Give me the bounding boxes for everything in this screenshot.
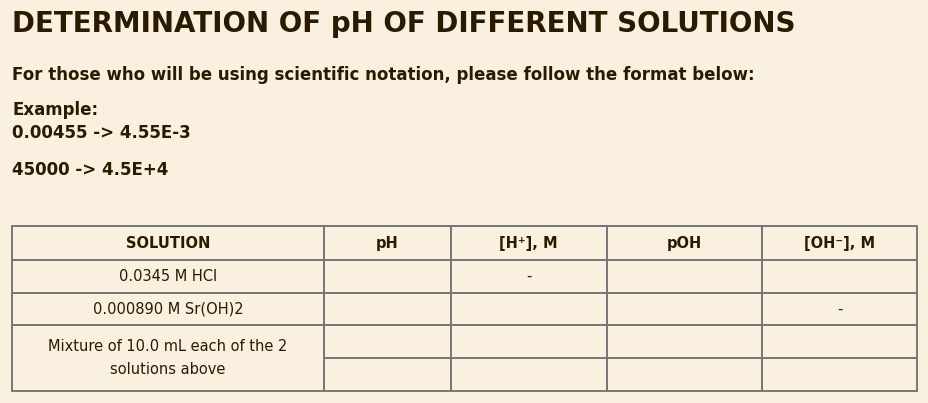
Text: Mixture of 10.0 mL each of the 2: Mixture of 10.0 mL each of the 2 <box>48 339 288 354</box>
Text: 0.0345 M HCl: 0.0345 M HCl <box>119 269 217 284</box>
Text: [H⁺], M: [H⁺], M <box>499 235 558 251</box>
Text: solutions above: solutions above <box>110 362 226 378</box>
Text: 45000 -> 4.5E+4: 45000 -> 4.5E+4 <box>12 161 168 179</box>
Text: 0.00455 -> 4.55E-3: 0.00455 -> 4.55E-3 <box>12 124 190 142</box>
Text: -: - <box>836 302 842 317</box>
Text: pH: pH <box>376 235 398 251</box>
Text: Example:: Example: <box>12 101 98 119</box>
Text: SOLUTION: SOLUTION <box>126 235 210 251</box>
Text: 0.000890 M Sr(OH)2: 0.000890 M Sr(OH)2 <box>93 302 243 317</box>
Text: DETERMINATION OF pH OF DIFFERENT SOLUTIONS: DETERMINATION OF pH OF DIFFERENT SOLUTIO… <box>12 10 794 38</box>
Text: For those who will be using scientific notation, please follow the format below:: For those who will be using scientific n… <box>12 66 754 85</box>
Text: pOH: pOH <box>666 235 702 251</box>
Text: -: - <box>525 269 531 284</box>
Text: [OH⁻], M: [OH⁻], M <box>803 235 874 251</box>
